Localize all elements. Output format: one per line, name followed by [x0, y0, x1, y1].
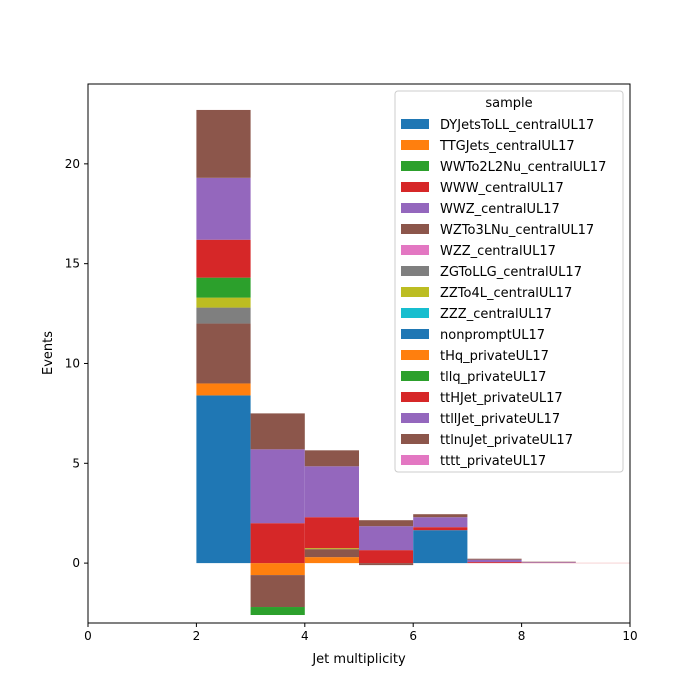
x-tick-label: 6 — [409, 629, 417, 643]
bar-segment — [359, 520, 414, 527]
legend-frame — [394, 90, 624, 473]
legend-swatch — [401, 224, 429, 234]
bar-segment — [304, 557, 359, 564]
legend-entry-label: ttlnuJet_privateUL17 — [440, 433, 573, 448]
legend: sample DYJetsToLL_centralUL17 TTGJets_cen… — [394, 90, 624, 473]
legend-swatch — [401, 182, 429, 192]
legend-swatch — [401, 350, 429, 360]
x-tick-label: 0 — [84, 629, 92, 643]
legend-swatch — [401, 455, 429, 465]
legend-swatch — [401, 203, 429, 213]
bar-segment — [359, 526, 414, 551]
legend-entry-label: ttllJet_privateUL17 — [440, 412, 560, 427]
legend-entry-label: TTGJets_centralUL17 — [439, 139, 575, 154]
y-tick-label: 5 — [72, 456, 80, 470]
legend-swatch — [401, 434, 429, 444]
legend-title: sample — [485, 96, 532, 111]
bar-segment — [196, 307, 251, 324]
bar-segment — [196, 177, 251, 240]
legend-swatch — [401, 392, 429, 402]
bar-segment — [359, 550, 414, 564]
bar-segment — [250, 449, 305, 524]
bar-segment — [250, 563, 305, 576]
legend-entry-label: ZGToLLG_centralUL17 — [440, 265, 582, 280]
bar-segment — [196, 109, 251, 178]
bar-segment — [304, 466, 359, 518]
bar-segment — [196, 239, 251, 278]
bar-segment — [196, 395, 251, 564]
x-tick-label: 2 — [193, 629, 201, 643]
legend-entry-label: ZZTo4L_centralUL17 — [440, 286, 572, 301]
bar-segment — [467, 562, 522, 564]
bar-segment — [304, 517, 359, 549]
bar-segment — [250, 607, 305, 616]
legend-entry-label: WWZ_centralUL17 — [440, 202, 560, 217]
plot-frame — [87, 83, 631, 624]
legend-swatch — [401, 245, 429, 255]
y-tick-label: 20 — [65, 157, 80, 171]
y-axis-label: Events — [41, 331, 56, 375]
bar-segment — [250, 413, 305, 450]
y-tick-label: 10 — [65, 356, 80, 370]
legend-entry-label: ZZZ_centralUL17 — [440, 307, 552, 322]
bar-segment — [196, 297, 251, 308]
histogram-bars — [196, 109, 630, 616]
y-tick-label: 0 — [72, 556, 80, 570]
legend-entry-label: WZZ_centralUL17 — [440, 244, 556, 259]
bar-segment — [521, 562, 576, 563]
legend-entry-label: ttHJet_privateUL17 — [440, 391, 563, 406]
y-axis-ticks: 0 5 10 15 20 — [65, 157, 88, 570]
bar-segment — [196, 383, 251, 396]
bar-segment — [196, 277, 251, 298]
x-tick-label: 4 — [301, 629, 309, 643]
legend-swatch — [401, 119, 429, 129]
legend-entry-label: WZTo3LNu_centralUL17 — [440, 223, 594, 238]
legend-entry-label: tHq_privateUL17 — [440, 349, 549, 364]
legend-swatch — [401, 371, 429, 381]
bar-segment — [413, 514, 468, 518]
bar-segment — [467, 559, 522, 563]
legend-swatch — [401, 140, 429, 150]
legend-swatch — [401, 161, 429, 171]
legend-entry-label: tllq_privateUL17 — [440, 370, 546, 385]
bar-segment — [359, 563, 414, 566]
legend-entry-label: WWTo2L2Nu_centralUL17 — [440, 160, 606, 175]
x-tick-label: 8 — [518, 629, 526, 643]
x-axis-label: Jet multiplicity — [311, 652, 406, 667]
y-tick-label: 15 — [65, 257, 80, 271]
legend-swatch — [401, 413, 429, 423]
bar-segment — [413, 527, 468, 531]
legend-entry-label: nonpromptUL17 — [440, 328, 545, 343]
legend-entry-label: tttt_privateUL17 — [440, 454, 546, 469]
bar-segment — [304, 548, 359, 550]
legend-swatch — [401, 308, 429, 318]
bar-segment — [413, 530, 468, 564]
legend-entry-label: WWW_centralUL17 — [440, 181, 564, 196]
x-axis-ticks: 0 2 4 6 8 10 — [84, 623, 638, 643]
legend-entry-label: DYJetsToLL_centralUL17 — [440, 118, 594, 133]
bar-segment — [413, 517, 468, 528]
legend-swatch — [401, 287, 429, 297]
bar-segment — [467, 558, 522, 560]
bar-segment — [304, 450, 359, 467]
x-tick-label: 10 — [622, 629, 637, 643]
legend-swatch — [401, 329, 429, 339]
bar-segment — [196, 323, 251, 384]
legend-swatch — [401, 266, 429, 276]
bar-segment — [250, 575, 305, 608]
bar-segment — [304, 549, 359, 558]
bar-segment — [250, 523, 305, 564]
